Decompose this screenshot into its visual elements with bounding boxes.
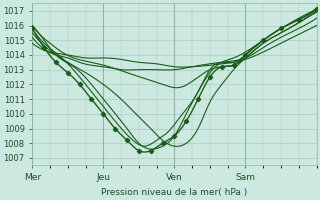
X-axis label: Pression niveau de la mer( hPa ): Pression niveau de la mer( hPa ) xyxy=(101,188,247,197)
